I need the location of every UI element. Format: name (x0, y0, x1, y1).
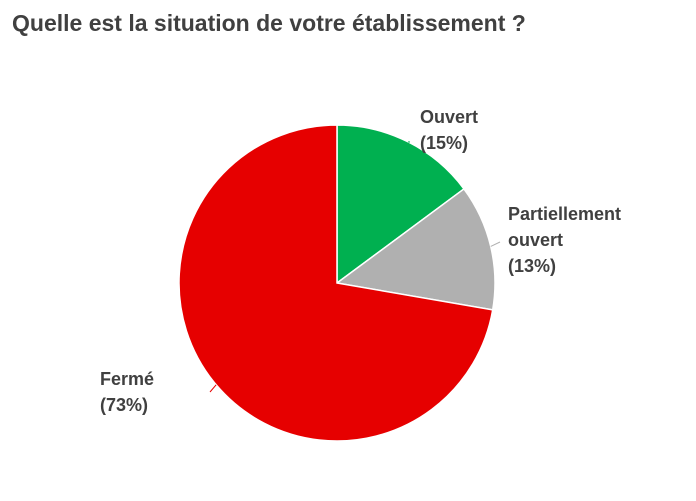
chart-title: Quelle est la situation de votre établis… (12, 10, 526, 36)
pie-slice-1 (335, 187, 496, 311)
leader-line-1 (490, 241, 501, 247)
slice-label-0: Ouvert (15%) (420, 104, 478, 156)
slice-label-2: Fermé (73%) (100, 366, 154, 418)
slice-label-line: Partiellement (508, 204, 622, 224)
slice-label-line: (13%) (508, 256, 557, 276)
slice-label-line: ouvert (508, 230, 564, 250)
slice-label-line: Ouvert (420, 107, 479, 127)
pie-slice-0 (336, 124, 466, 285)
slice-label-line: (73%) (100, 395, 149, 415)
slice-label-line: (15%) (420, 133, 469, 153)
slice-label-1: Partiellement ouvert (13%) (508, 201, 621, 279)
leader-line-2 (209, 384, 217, 393)
slice-label-line: Fermé (100, 369, 155, 389)
pie-slice-2 (178, 124, 494, 442)
